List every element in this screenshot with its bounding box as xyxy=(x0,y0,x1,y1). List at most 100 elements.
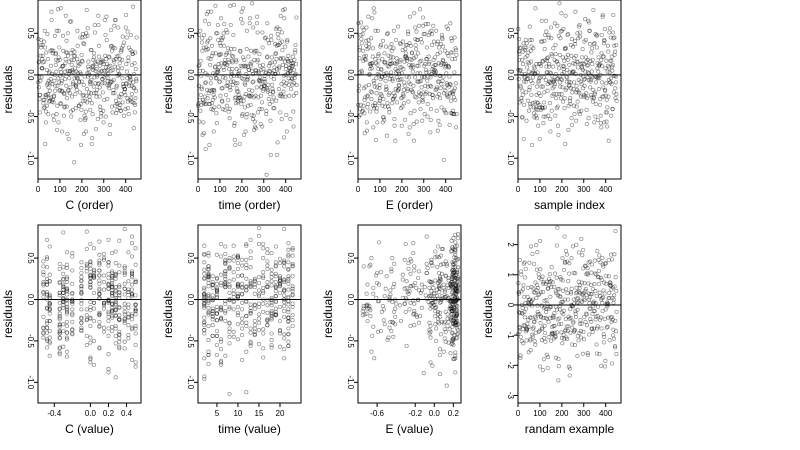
data-point xyxy=(555,330,560,335)
data-point xyxy=(245,77,250,82)
data-point xyxy=(394,56,399,61)
data-point xyxy=(54,28,59,33)
data-point xyxy=(117,304,122,310)
data-point xyxy=(117,339,122,344)
data-point xyxy=(286,274,291,279)
data-point xyxy=(528,78,533,83)
data-point xyxy=(269,317,274,322)
data-point xyxy=(84,93,89,98)
data-point xyxy=(293,72,298,77)
data-point xyxy=(582,83,587,88)
data-point xyxy=(79,275,84,280)
data-point xyxy=(219,337,224,342)
data-point xyxy=(611,73,617,78)
data-point xyxy=(70,319,75,324)
data-point xyxy=(106,298,111,303)
data-point xyxy=(273,285,278,290)
data-point xyxy=(213,51,218,56)
data-point xyxy=(450,309,455,314)
data-point xyxy=(600,255,605,260)
data-point xyxy=(559,299,564,304)
data-point xyxy=(61,299,66,305)
x-axis-label: time (order) xyxy=(218,198,280,212)
data-point xyxy=(594,293,599,298)
data-point xyxy=(524,338,529,343)
data-point xyxy=(387,77,392,82)
data-point xyxy=(558,96,564,101)
data-point xyxy=(67,19,73,24)
data-point xyxy=(582,298,587,303)
data-point xyxy=(101,120,106,125)
data-point xyxy=(204,45,209,50)
data-point xyxy=(454,309,459,314)
data-point xyxy=(565,75,570,80)
data-point xyxy=(372,81,377,86)
data-point xyxy=(600,295,606,300)
data-point xyxy=(375,270,380,276)
data-point xyxy=(253,48,258,53)
data-point xyxy=(414,119,419,124)
data-point xyxy=(202,292,207,297)
data-point xyxy=(452,35,457,40)
points-group xyxy=(41,227,138,380)
data-point xyxy=(364,304,369,309)
data-point xyxy=(369,256,374,261)
data-point xyxy=(421,90,426,95)
data-point xyxy=(111,87,116,92)
data-point xyxy=(288,58,293,63)
data-point xyxy=(261,274,266,279)
data-point xyxy=(411,251,416,256)
data-point xyxy=(290,247,295,252)
data-point xyxy=(536,62,542,67)
data-point xyxy=(570,90,575,95)
data-point xyxy=(380,304,385,309)
data-point xyxy=(202,294,207,299)
data-point xyxy=(379,67,384,72)
data-point xyxy=(122,292,127,297)
data-point xyxy=(563,248,569,253)
data-point xyxy=(36,85,41,90)
data-point xyxy=(115,65,120,70)
data-point xyxy=(97,268,102,273)
data-point xyxy=(72,76,77,81)
data-point xyxy=(370,54,375,59)
data-point xyxy=(453,81,458,86)
data-point xyxy=(78,142,84,147)
data-point xyxy=(573,271,578,276)
data-point xyxy=(414,47,419,52)
data-point xyxy=(84,317,89,322)
data-point xyxy=(235,253,240,258)
data-point xyxy=(605,324,610,329)
data-point xyxy=(434,338,439,343)
data-point xyxy=(64,83,69,88)
data-point xyxy=(419,305,424,310)
data-point xyxy=(524,77,530,82)
data-point xyxy=(126,305,131,310)
data-point xyxy=(119,47,124,53)
data-point xyxy=(597,290,602,295)
data-point xyxy=(453,270,458,275)
data-point xyxy=(97,312,102,317)
data-point xyxy=(571,61,576,66)
data-point xyxy=(106,298,111,303)
data-point xyxy=(579,64,584,69)
data-point xyxy=(401,67,406,72)
data-point xyxy=(106,76,111,81)
data-point xyxy=(606,63,611,68)
data-point xyxy=(122,87,127,92)
data-point xyxy=(261,79,266,84)
data-point xyxy=(376,282,382,287)
data-point xyxy=(526,350,531,355)
data-point xyxy=(394,62,399,67)
data-point xyxy=(413,280,418,286)
data-point xyxy=(223,285,228,290)
x-tick-label: 0 xyxy=(196,185,201,194)
data-point xyxy=(405,88,410,93)
data-point xyxy=(263,79,268,84)
data-point xyxy=(580,292,585,297)
y-tick-label: -0.5 xyxy=(186,334,195,348)
data-point xyxy=(584,107,589,112)
plot-frame xyxy=(197,224,302,404)
data-point xyxy=(129,92,134,97)
data-point xyxy=(599,32,604,38)
